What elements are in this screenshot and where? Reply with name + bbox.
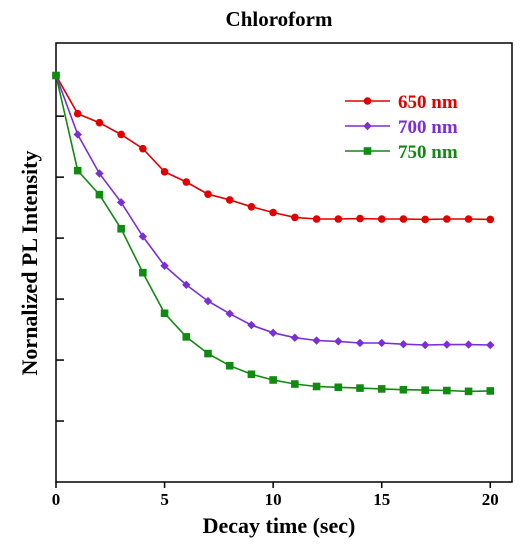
data-point: [334, 215, 343, 223]
x-tick-label: 10: [265, 490, 282, 509]
data-point: [269, 208, 277, 217]
series-layer: [51, 71, 495, 396]
data-point: [203, 296, 213, 306]
data-point: [334, 337, 343, 346]
data-point: [247, 203, 256, 211]
data-point: [464, 387, 473, 396]
data-point: [399, 340, 408, 349]
data-point: [443, 386, 451, 395]
legend-label: 700 nm: [398, 117, 458, 138]
data-point: [225, 196, 234, 204]
data-point: [312, 382, 321, 391]
data-point: [377, 215, 386, 223]
data-point: [421, 386, 429, 394]
data-point: [182, 280, 191, 290]
data-point: [117, 224, 125, 233]
x-tick-label: 0: [52, 490, 61, 509]
data-point: [160, 309, 169, 318]
data-point: [73, 166, 82, 175]
data-point: [464, 215, 473, 223]
data-point: [290, 333, 300, 342]
legend-marker: [363, 121, 372, 131]
data-point: [52, 71, 60, 80]
data-point: [139, 268, 147, 277]
data-point: [247, 370, 256, 379]
data-point: [312, 215, 321, 223]
x-tick-label: 15: [373, 490, 390, 509]
data-point: [247, 320, 256, 330]
data-point: [116, 198, 126, 207]
x-axis-label: Decay time (sec): [203, 513, 356, 538]
data-point: [160, 168, 169, 176]
data-point: [138, 232, 148, 241]
x-axis-ticks: 0 5 10 15 20: [52, 482, 499, 509]
data-point: [73, 130, 82, 139]
data-point: [117, 130, 125, 139]
series-750-nm: [52, 71, 495, 396]
data-point: [95, 118, 104, 127]
data-point: [377, 385, 386, 393]
data-point: [291, 380, 299, 388]
data-point: [443, 215, 451, 223]
legend-marker: [363, 147, 372, 155]
chart-title: Chloroform: [226, 7, 333, 31]
y-axis-ticks: [56, 115, 64, 422]
x-tick-label: 20: [482, 490, 499, 509]
data-point: [225, 309, 234, 318]
data-point: [420, 340, 430, 350]
data-point: [399, 385, 408, 394]
data-point: [204, 190, 212, 199]
series-700-nm: [51, 71, 495, 350]
data-point: [486, 387, 495, 395]
data-point: [334, 383, 343, 392]
legend-label: 750 nm: [398, 142, 458, 163]
data-point: [355, 338, 365, 348]
legend-marker: [363, 97, 372, 105]
data-point: [312, 336, 321, 345]
data-point: [486, 340, 495, 350]
data-point: [139, 144, 147, 153]
data-point: [160, 261, 169, 270]
legend: 650 nm 700 nm 750 nm: [345, 92, 458, 163]
data-point: [486, 215, 495, 224]
data-point: [95, 169, 104, 178]
data-point: [182, 178, 191, 186]
data-point: [291, 213, 299, 222]
data-point: [269, 376, 277, 384]
data-point: [399, 215, 408, 223]
data-point: [464, 340, 473, 349]
y-axis-label: Nornalized PL Intensity: [17, 151, 42, 376]
data-point: [421, 215, 429, 224]
data-point: [442, 340, 452, 349]
data-point: [182, 333, 191, 341]
data-point: [356, 214, 364, 223]
data-point: [73, 109, 82, 118]
data-point: [225, 361, 234, 370]
data-point: [377, 338, 386, 348]
x-tick-label: 5: [160, 490, 169, 509]
data-point: [356, 384, 364, 392]
data-point: [204, 349, 212, 358]
data-point: [95, 190, 104, 199]
legend-label: 650 nm: [398, 92, 458, 113]
data-point: [268, 328, 278, 338]
plot-frame: [55, 42, 513, 483]
